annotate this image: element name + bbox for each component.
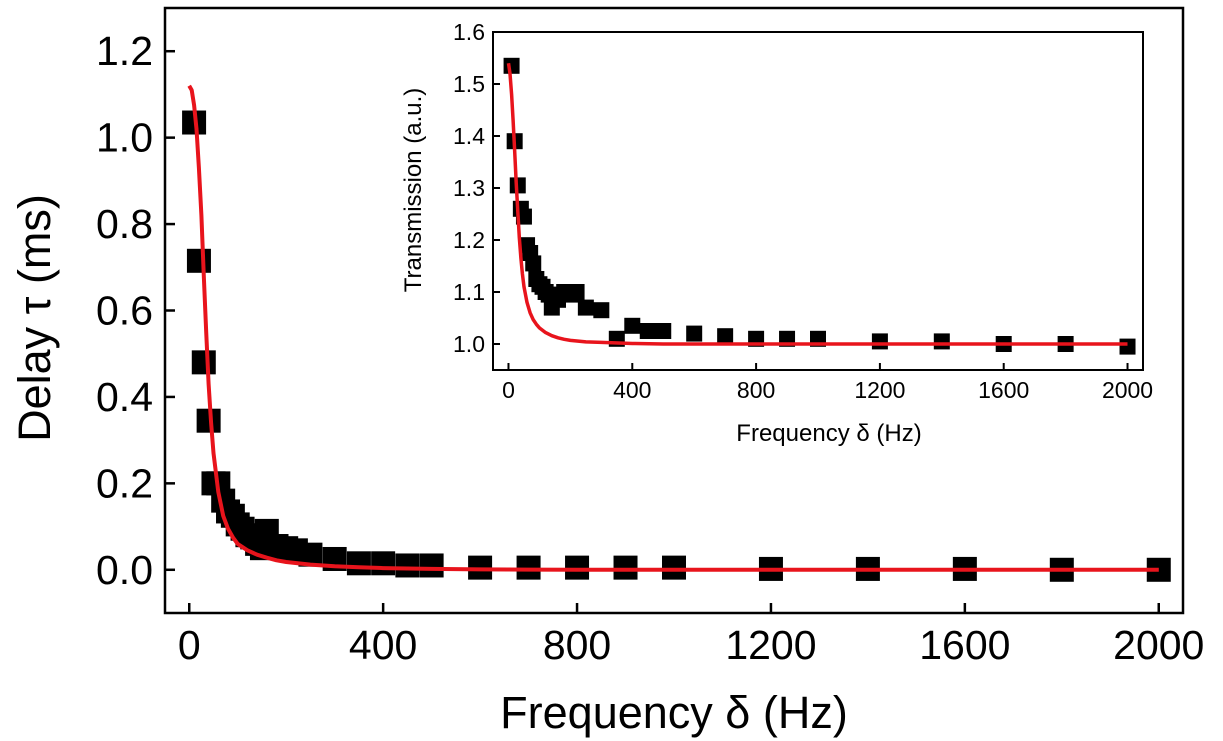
inset-x-tick-label: 2000: [1102, 377, 1153, 403]
main-x-axis-label: Frequency δ (Hz): [500, 687, 848, 738]
main-y-tick-label: 0.4: [96, 374, 153, 420]
inset-y-axis-ticks: 1.0 1.1 1.2 1.3 1.4 1.5 1.6: [453, 19, 500, 357]
inset-data-point: [525, 255, 542, 272]
inset-plot-frame: [492, 31, 1144, 371]
main-data-point: [191, 350, 216, 375]
inset-data-point: [639, 323, 656, 339]
inset-data-markers: [503, 57, 1136, 355]
main-x-tick-label: 800: [543, 622, 611, 668]
main-data-point: [395, 553, 420, 578]
main-x-tick-label: 400: [349, 622, 417, 668]
inset-x-tick-label: 1600: [978, 377, 1029, 403]
inset-data-point: [686, 325, 703, 342]
inset-x-tick-label: 1200: [854, 377, 905, 403]
inset-data-point: [717, 328, 734, 345]
main-y-axis-ticks: 0.0 0.2 0.4 0.6 0.8 1.0 1.2: [96, 28, 175, 593]
main-y-tick-label: 1.2: [96, 28, 153, 74]
inset-data-point: [1119, 338, 1136, 355]
inset-y-tick-label: 1.6: [453, 19, 485, 45]
inset-data-point: [568, 284, 585, 300]
main-x-tick-label: 1200: [725, 622, 816, 668]
inset-plot: 0 400 800 1200 1600 2000 1.01.11.21.31.41.51.…: [400, 19, 1153, 447]
main-x-axis-ticks: 0 400 800 1200 1600 2000: [178, 603, 1204, 668]
main-data-point: [371, 551, 396, 576]
main-series-group: [182, 84, 1171, 582]
inset-y-tick-label: 1.1: [453, 279, 485, 305]
main-plot: 0 400 800 1200 1600 2000 0.00.20.40.60.81.01.…: [9, 6, 1204, 738]
main-data-point: [419, 553, 444, 578]
inset-y-axis-label: Transmission (a.u.): [400, 88, 427, 293]
inset-data-point: [503, 57, 520, 74]
main-plot-frame: [163, 6, 1185, 615]
inset-x-tick-label: 0: [502, 377, 515, 403]
inset-y-tick-label: 1.5: [453, 71, 485, 97]
main-y-tick-label: 0.8: [96, 201, 153, 247]
inset-x-axis-ticks: 0 400 800 1200 1600 2000: [502, 363, 1153, 403]
inset-data-point: [871, 333, 888, 350]
main-x-tick-label: 1600: [919, 622, 1010, 668]
inset-y-tick-label: 1.4: [453, 123, 485, 149]
main-fit-curve: [187, 84, 1159, 572]
main-x-tick-label: 0: [178, 622, 201, 668]
main-y-tick-label: 0.6: [96, 288, 153, 334]
inset-x-tick-label: 800: [737, 377, 775, 403]
inset-y-tick-label: 1.2: [453, 227, 485, 253]
main-data-point: [613, 555, 638, 580]
main-y-tick-label: 1.0: [96, 115, 153, 161]
main-y-tick-label: 0.2: [96, 460, 153, 506]
inset-data-point: [593, 302, 610, 319]
inset-data-point: [624, 317, 641, 334]
main-data-point: [565, 555, 590, 580]
main-x-tick-label: 2000: [1113, 622, 1204, 668]
main-y-axis-label: Delay τ (ms): [9, 194, 60, 442]
inset-data-point: [655, 323, 672, 339]
main-data-point: [346, 551, 371, 576]
main-y-tick-label: 0.0: [96, 547, 153, 593]
main-data-point: [662, 555, 686, 580]
inset-fit-curve: [506, 62, 1128, 346]
inset-data-point: [577, 299, 594, 316]
main-data-markers: [182, 110, 1171, 582]
inset-x-axis-label: Frequency δ (Hz): [736, 420, 921, 447]
inset-data-point: [933, 333, 950, 350]
inset-series-group: [503, 57, 1136, 355]
inset-y-tick-label: 1.0: [453, 331, 485, 357]
inset-y-tick-label: 1.3: [453, 175, 485, 201]
main-data-point: [186, 248, 211, 273]
inset-x-tick-label: 400: [613, 377, 651, 403]
